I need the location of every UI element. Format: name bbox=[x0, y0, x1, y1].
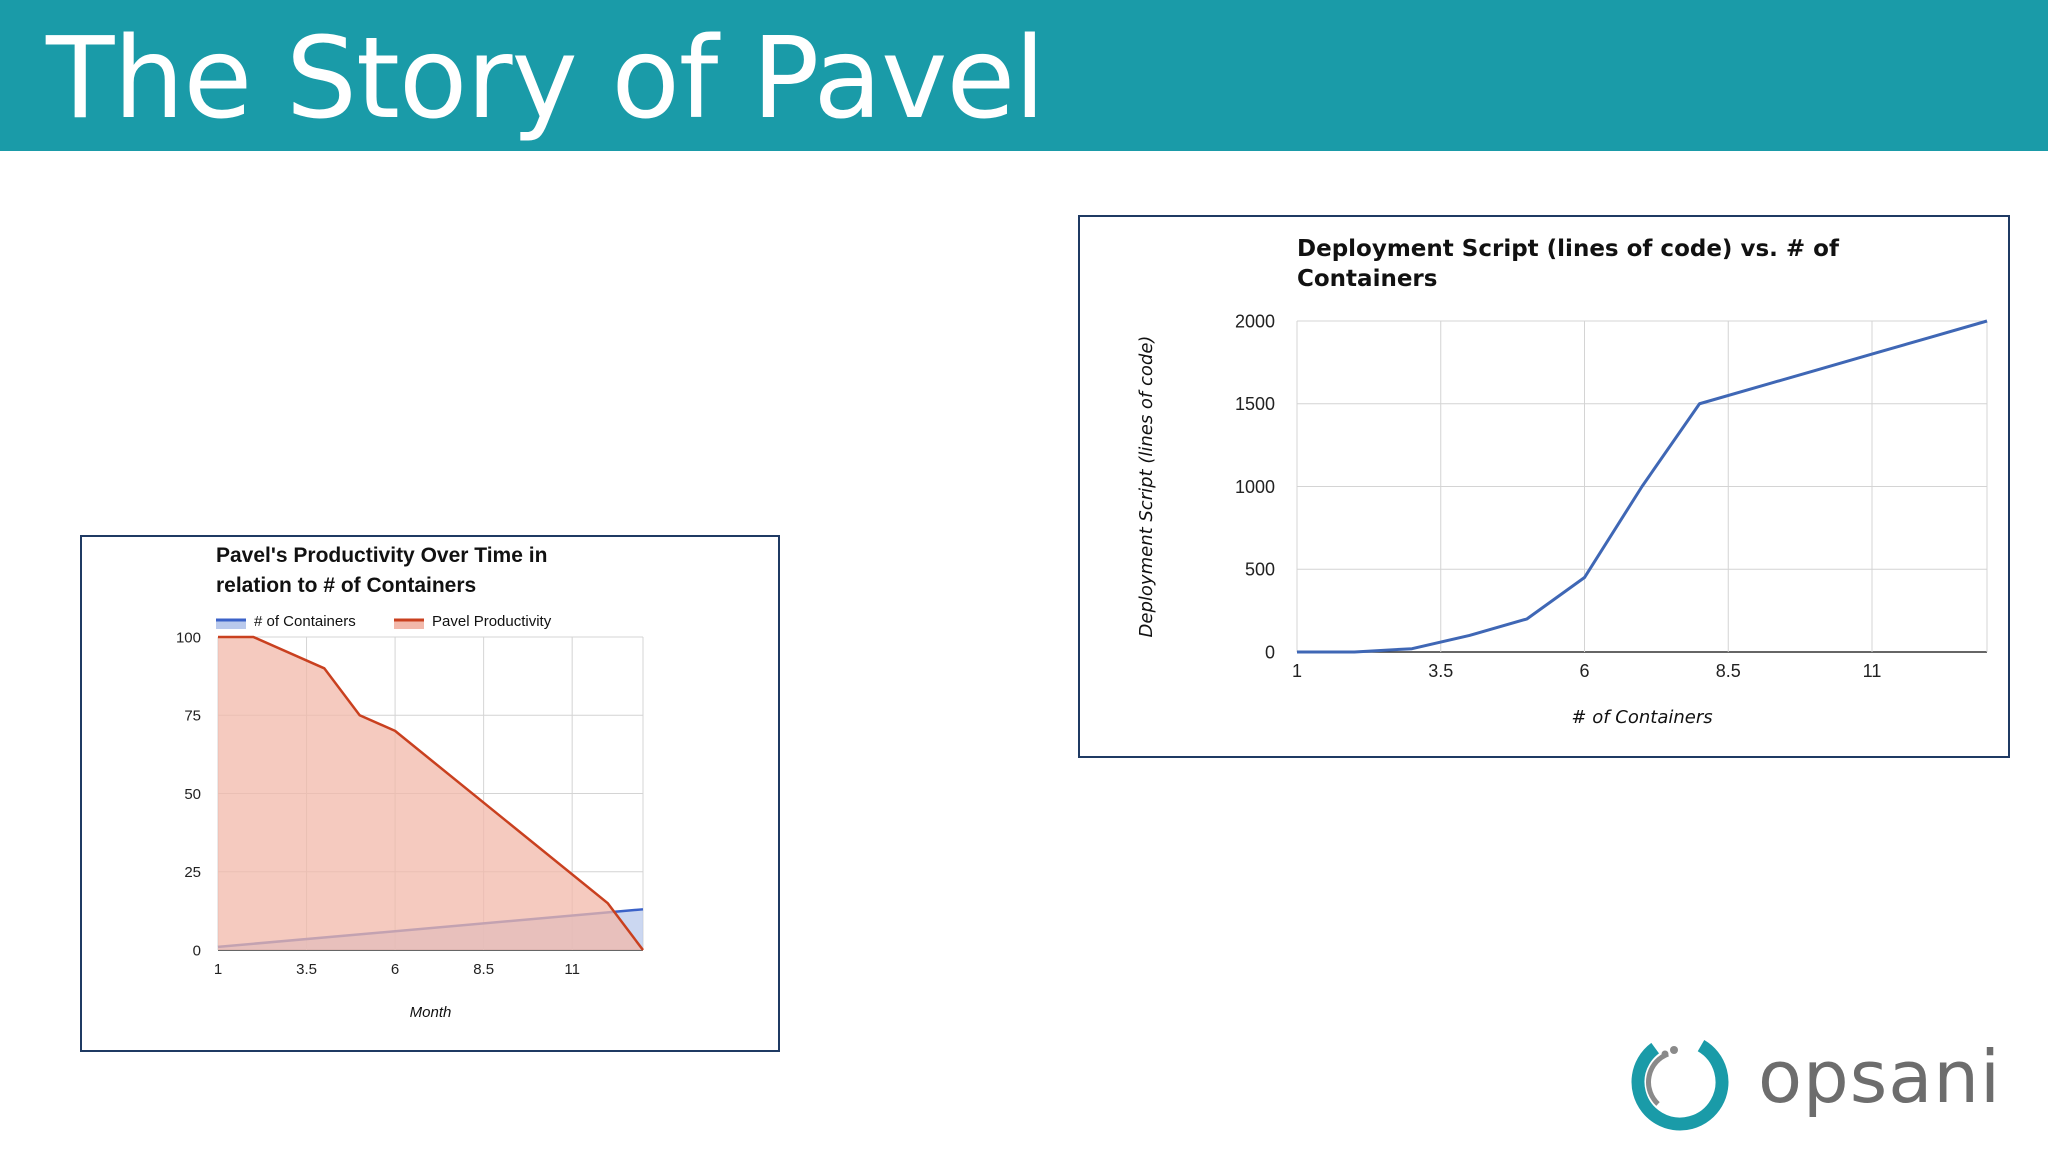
x-tick-label: 6 bbox=[391, 961, 399, 978]
legend-label-1: Pavel Productivity bbox=[432, 613, 552, 630]
y-tick-label: 25 bbox=[184, 864, 201, 881]
y-tick-label: 2000 bbox=[1235, 311, 1275, 331]
deployment-script-chart: Deployment Script (lines of code) vs. # … bbox=[1136, 236, 1988, 728]
opsani-logo: opsani bbox=[1628, 1028, 2018, 1132]
y-tick-label: 0 bbox=[193, 942, 201, 959]
y-axis-label: Deployment Script (lines of code) bbox=[1136, 336, 1157, 638]
opsani-ring-logo-icon bbox=[1631, 1033, 1729, 1131]
productivity-chart: Pavel's Productivity Over Time in relatio… bbox=[176, 544, 644, 1021]
slide-header: The Story of Pavel bbox=[0, 0, 2048, 151]
y-tick-label: 500 bbox=[1245, 560, 1275, 580]
y-tick-label: 0 bbox=[1265, 642, 1275, 662]
series-area-1 bbox=[218, 637, 643, 950]
y-tick-label: 1500 bbox=[1235, 394, 1275, 414]
legend-swatch-1 bbox=[394, 620, 424, 629]
y-tick-label: 100 bbox=[176, 629, 201, 646]
productivity-chart-frame: Pavel's Productivity Over Time in relatio… bbox=[80, 535, 780, 1052]
chart-title-line-0: Pavel's Productivity Over Time in bbox=[216, 544, 547, 567]
x-tick-label: 11 bbox=[1863, 661, 1882, 681]
x-tick-label: 6 bbox=[1579, 661, 1589, 681]
x-axis-label: Month bbox=[410, 1004, 452, 1021]
legend-label-0: # of Containers bbox=[254, 613, 356, 630]
deployment-chart-frame: Deployment Script (lines of code) vs. # … bbox=[1078, 215, 2010, 758]
x-tick-label: 1 bbox=[1292, 661, 1302, 681]
legend-swatch-0 bbox=[216, 620, 246, 629]
x-tick-label: 8.5 bbox=[1716, 661, 1741, 681]
chart-title-line-1: Containers bbox=[1297, 266, 1437, 292]
x-tick-label: 1 bbox=[214, 961, 222, 978]
x-axis-label: # of Containers bbox=[1571, 707, 1712, 728]
opsani-wordmark: opsani bbox=[1758, 1035, 2002, 1119]
chart-title-line-0: Deployment Script (lines of code) vs. # … bbox=[1297, 236, 1840, 262]
y-tick-label: 1000 bbox=[1235, 477, 1275, 497]
x-tick-label: 3.5 bbox=[1428, 661, 1453, 681]
x-tick-label: 8.5 bbox=[473, 961, 494, 978]
y-tick-label: 50 bbox=[184, 786, 201, 803]
chart-title-line-1: relation to # of Containers bbox=[216, 574, 476, 597]
x-tick-label: 11 bbox=[564, 961, 580, 978]
series-line-0 bbox=[1297, 319, 1988, 654]
x-tick-label: 3.5 bbox=[296, 961, 317, 978]
slide-title: The Story of Pavel bbox=[46, 14, 1045, 144]
series-line-1 bbox=[218, 635, 644, 951]
y-tick-label: 75 bbox=[184, 708, 201, 725]
